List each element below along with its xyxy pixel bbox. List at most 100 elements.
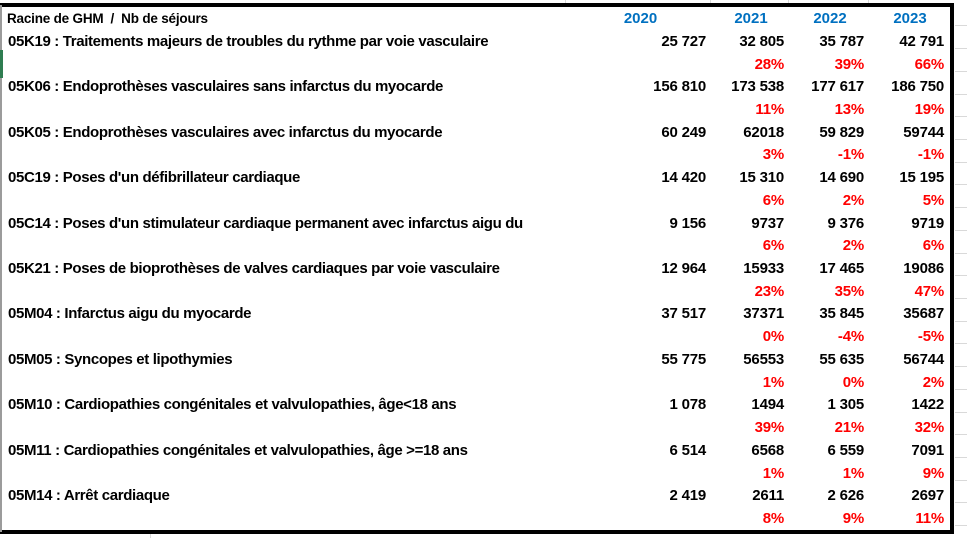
yoy-percent-2023[interactable]: 47% <box>914 282 945 300</box>
ghm-label[interactable]: 05C19 : Poses d'un défibrillateur cardia… <box>8 169 300 187</box>
stays-value-2020[interactable]: 55 775 <box>661 350 706 368</box>
ghm-value-row: 05K05 : Endoprothèses vasculaires avec i… <box>2 121 950 144</box>
ghm-label[interactable]: 05M04 : Infarctus aigu du myocarde <box>8 305 252 323</box>
stays-value-2023[interactable]: 7091 <box>911 441 944 459</box>
stays-value-2021[interactable]: 6568 <box>751 441 784 459</box>
stays-value-2021[interactable]: 62018 <box>743 123 784 141</box>
ghm-label[interactable]: 05M11 : Cardiopathies congénitales et va… <box>8 441 468 459</box>
stays-value-2023[interactable]: 2697 <box>911 487 944 505</box>
stays-value-2022[interactable]: 14 690 <box>819 169 864 187</box>
stays-value-2020[interactable]: 37 517 <box>661 305 706 323</box>
header-corner-label[interactable]: Racine de GHM / Nb de séjours <box>7 11 208 26</box>
yoy-percent-2023[interactable]: 5% <box>922 191 944 209</box>
yoy-percent-2023[interactable]: -1% <box>917 146 944 164</box>
yoy-percent-2021[interactable]: 1% <box>762 373 784 391</box>
ghm-label[interactable]: 05K21 : Poses de bioprothèses de valves … <box>8 260 500 278</box>
yoy-percent-2023[interactable]: 6% <box>922 237 944 255</box>
stays-value-2020[interactable]: 2 419 <box>669 487 706 505</box>
yoy-percent-2022[interactable]: 1% <box>842 464 864 482</box>
yoy-percent-2023[interactable]: 19% <box>914 101 945 119</box>
yoy-percent-2022[interactable]: 2% <box>842 191 864 209</box>
yoy-percent-2023[interactable]: 32% <box>914 419 945 437</box>
row-gridline <box>955 161 967 163</box>
stays-value-2022[interactable]: 55 635 <box>819 350 864 368</box>
stays-value-2022[interactable]: 6 559 <box>827 441 864 459</box>
stays-value-2021[interactable]: 15 310 <box>739 169 784 187</box>
yoy-percent-2023[interactable]: 66% <box>914 55 945 73</box>
ghm-label[interactable]: 05M14 : Arrêt cardiaque <box>8 487 170 505</box>
ghm-label[interactable]: 05M05 : Syncopes et lipothymies <box>8 350 233 368</box>
yoy-percent-2021[interactable]: 8% <box>762 509 784 527</box>
yoy-percent-2021[interactable]: 1% <box>762 464 784 482</box>
stays-value-2023[interactable]: 9719 <box>911 214 944 232</box>
stays-value-2020[interactable]: 14 420 <box>661 169 706 187</box>
yoy-percent-2022[interactable]: 13% <box>834 101 865 119</box>
yoy-percent-2023[interactable]: 9% <box>922 464 944 482</box>
yoy-percent-2021[interactable]: 3% <box>762 146 784 164</box>
yoy-percent-2023[interactable]: 2% <box>922 373 944 391</box>
yoy-percent-2022[interactable]: 39% <box>834 55 865 73</box>
stays-value-2020[interactable]: 1 078 <box>669 396 706 414</box>
yoy-percent-2022[interactable]: 21% <box>834 419 865 437</box>
yoy-percent-2022[interactable]: -4% <box>837 328 864 346</box>
ghm-label[interactable]: 05C14 : Poses d'un stimulateur cardiaque… <box>8 214 523 232</box>
stays-value-2022[interactable]: 35 845 <box>819 305 864 323</box>
yoy-percent-2021[interactable]: 39% <box>754 419 785 437</box>
row-gridline <box>955 297 967 299</box>
header-year-2020[interactable]: 2020 <box>623 10 658 27</box>
stays-value-2023[interactable]: 186 750 <box>891 78 944 96</box>
header-year-2022[interactable]: 2022 <box>813 10 847 27</box>
stays-value-2023[interactable]: 56744 <box>903 350 944 368</box>
stays-value-2022[interactable]: 1 305 <box>827 396 864 414</box>
yoy-percent-2021[interactable]: 6% <box>762 191 784 209</box>
stays-value-2023[interactable]: 15 195 <box>899 169 944 187</box>
stays-value-2020[interactable]: 60 249 <box>661 123 706 141</box>
stays-value-2023[interactable]: 35687 <box>903 305 944 323</box>
ghm-value-row: 05K19 : Traitements majeurs de troubles … <box>2 30 950 53</box>
stays-value-2021[interactable]: 1494 <box>751 396 784 414</box>
stays-value-2023[interactable]: 42 791 <box>899 32 944 50</box>
ghm-label[interactable]: 05M10 : Cardiopathies congénitales et va… <box>8 396 457 414</box>
stays-value-2023[interactable]: 19086 <box>903 260 944 278</box>
stays-value-2021[interactable]: 9737 <box>751 214 784 232</box>
ghm-label[interactable]: 05K19 : Traitements majeurs de troubles … <box>8 32 489 50</box>
yoy-percent-2021[interactable]: 11% <box>755 101 784 119</box>
stays-value-2020[interactable]: 25 727 <box>661 32 706 50</box>
yoy-percent-2022[interactable]: 0% <box>842 373 864 391</box>
stays-value-2023[interactable]: 59744 <box>903 123 944 141</box>
stays-value-2020[interactable]: 156 810 <box>653 78 706 96</box>
stays-value-2022[interactable]: 35 787 <box>819 32 864 50</box>
stays-value-2021[interactable]: 173 538 <box>731 78 784 96</box>
stays-value-2022[interactable]: 2 626 <box>827 487 864 505</box>
stays-value-2021[interactable]: 32 805 <box>739 32 784 50</box>
stays-value-2021[interactable]: 37371 <box>743 305 784 323</box>
stays-value-2021[interactable]: 15933 <box>743 260 784 278</box>
yoy-percent-2022[interactable]: 2% <box>842 237 864 255</box>
yoy-percent-2021[interactable]: 6% <box>762 237 784 255</box>
yoy-percent-2021[interactable]: 23% <box>754 282 785 300</box>
ghm-percent-row: 1% 1% 9% <box>2 462 950 485</box>
yoy-percent-2022[interactable]: 9% <box>842 509 864 527</box>
yoy-percent-2023[interactable]: 11% <box>915 509 944 527</box>
header-year-2021[interactable]: 2021 <box>734 10 768 27</box>
ghm-label[interactable]: 05K06 : Endoprothèses vasculaires sans i… <box>8 78 444 96</box>
yoy-percent-2023[interactable]: -5% <box>917 328 944 346</box>
row-gridline <box>955 70 967 72</box>
yoy-percent-2022[interactable]: 35% <box>834 282 865 300</box>
stays-value-2022[interactable]: 9 376 <box>827 214 864 232</box>
stays-value-2022[interactable]: 17 465 <box>819 260 864 278</box>
stays-value-2021[interactable]: 56553 <box>743 350 784 368</box>
yoy-percent-2021[interactable]: 28% <box>754 55 785 73</box>
stays-value-2022[interactable]: 59 829 <box>819 123 864 141</box>
stays-value-2020[interactable]: 9 156 <box>669 214 706 232</box>
stays-value-2023[interactable]: 1422 <box>911 396 944 414</box>
row-gridline <box>955 388 967 390</box>
yoy-percent-2021[interactable]: 0% <box>762 328 784 346</box>
yoy-percent-2022[interactable]: -1% <box>837 146 864 164</box>
stays-value-2021[interactable]: 2611 <box>752 487 784 505</box>
header-year-2023[interactable]: 2023 <box>893 10 927 27</box>
stays-value-2020[interactable]: 6 514 <box>669 441 706 459</box>
stays-value-2022[interactable]: 177 617 <box>811 78 864 96</box>
stays-value-2020[interactable]: 12 964 <box>661 260 706 278</box>
ghm-label[interactable]: 05K05 : Endoprothèses vasculaires avec i… <box>8 123 443 141</box>
